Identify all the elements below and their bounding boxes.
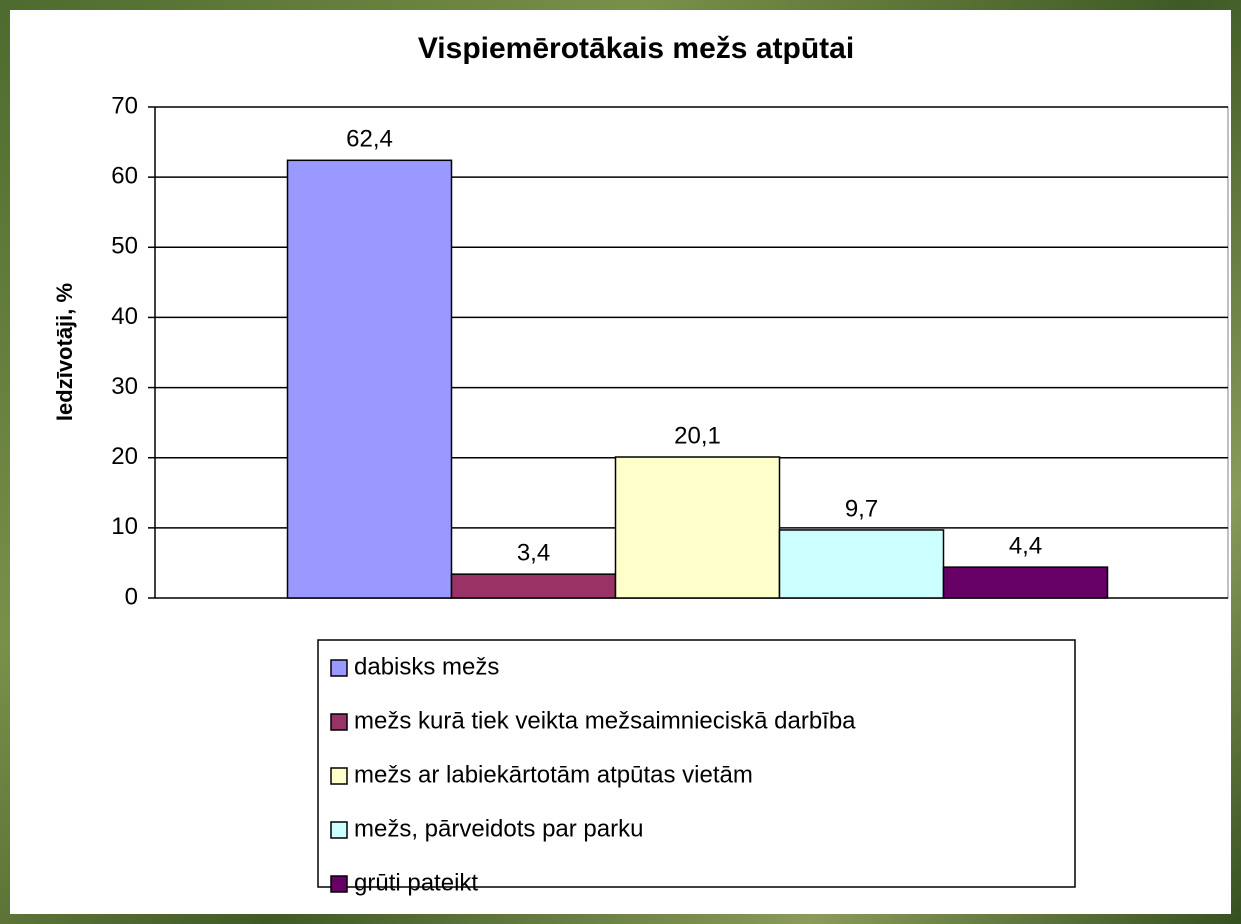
bar (942, 566, 1109, 599)
chart-title: Vispiemērotākais mežs atpūtai (418, 32, 854, 65)
legend-swatch (330, 821, 348, 839)
data-label: 4,4 (1009, 532, 1042, 559)
legend-swatch (330, 659, 348, 677)
bar (450, 573, 617, 599)
legend-label: mežs ar labiekārtotām atpūtas vietām (354, 761, 753, 788)
bar (778, 529, 945, 599)
data-label: 3,4 (517, 539, 550, 566)
data-label: 9,7 (845, 495, 878, 522)
y-tick-label: 60 (111, 162, 138, 189)
y-axis-label: Iedzīvotāji, % (52, 283, 77, 421)
legend-label: grūti pateikt (354, 869, 478, 896)
y-tick-label: 30 (111, 373, 138, 400)
y-tick-label: 70 (111, 92, 138, 119)
legend-label: mežs, pārveidots par parku (354, 815, 643, 842)
y-tick-label: 40 (111, 303, 138, 330)
y-tick-label: 50 (111, 233, 138, 260)
legend-label: mežs kurā tiek veikta mežsaimnieciskā da… (354, 707, 856, 734)
data-label: 62,4 (346, 126, 393, 153)
bar (286, 159, 453, 599)
y-tick-label: 0 (125, 583, 138, 610)
bar (614, 456, 781, 599)
legend-swatch (330, 713, 348, 731)
y-tick-label: 20 (111, 443, 138, 470)
legend-label: dabisks mežs (354, 653, 499, 680)
data-label: 20,1 (674, 422, 721, 449)
legend-swatch (330, 767, 348, 785)
legend-swatch (330, 875, 348, 893)
legend (317, 639, 1076, 888)
y-tick-label: 10 (111, 513, 138, 540)
